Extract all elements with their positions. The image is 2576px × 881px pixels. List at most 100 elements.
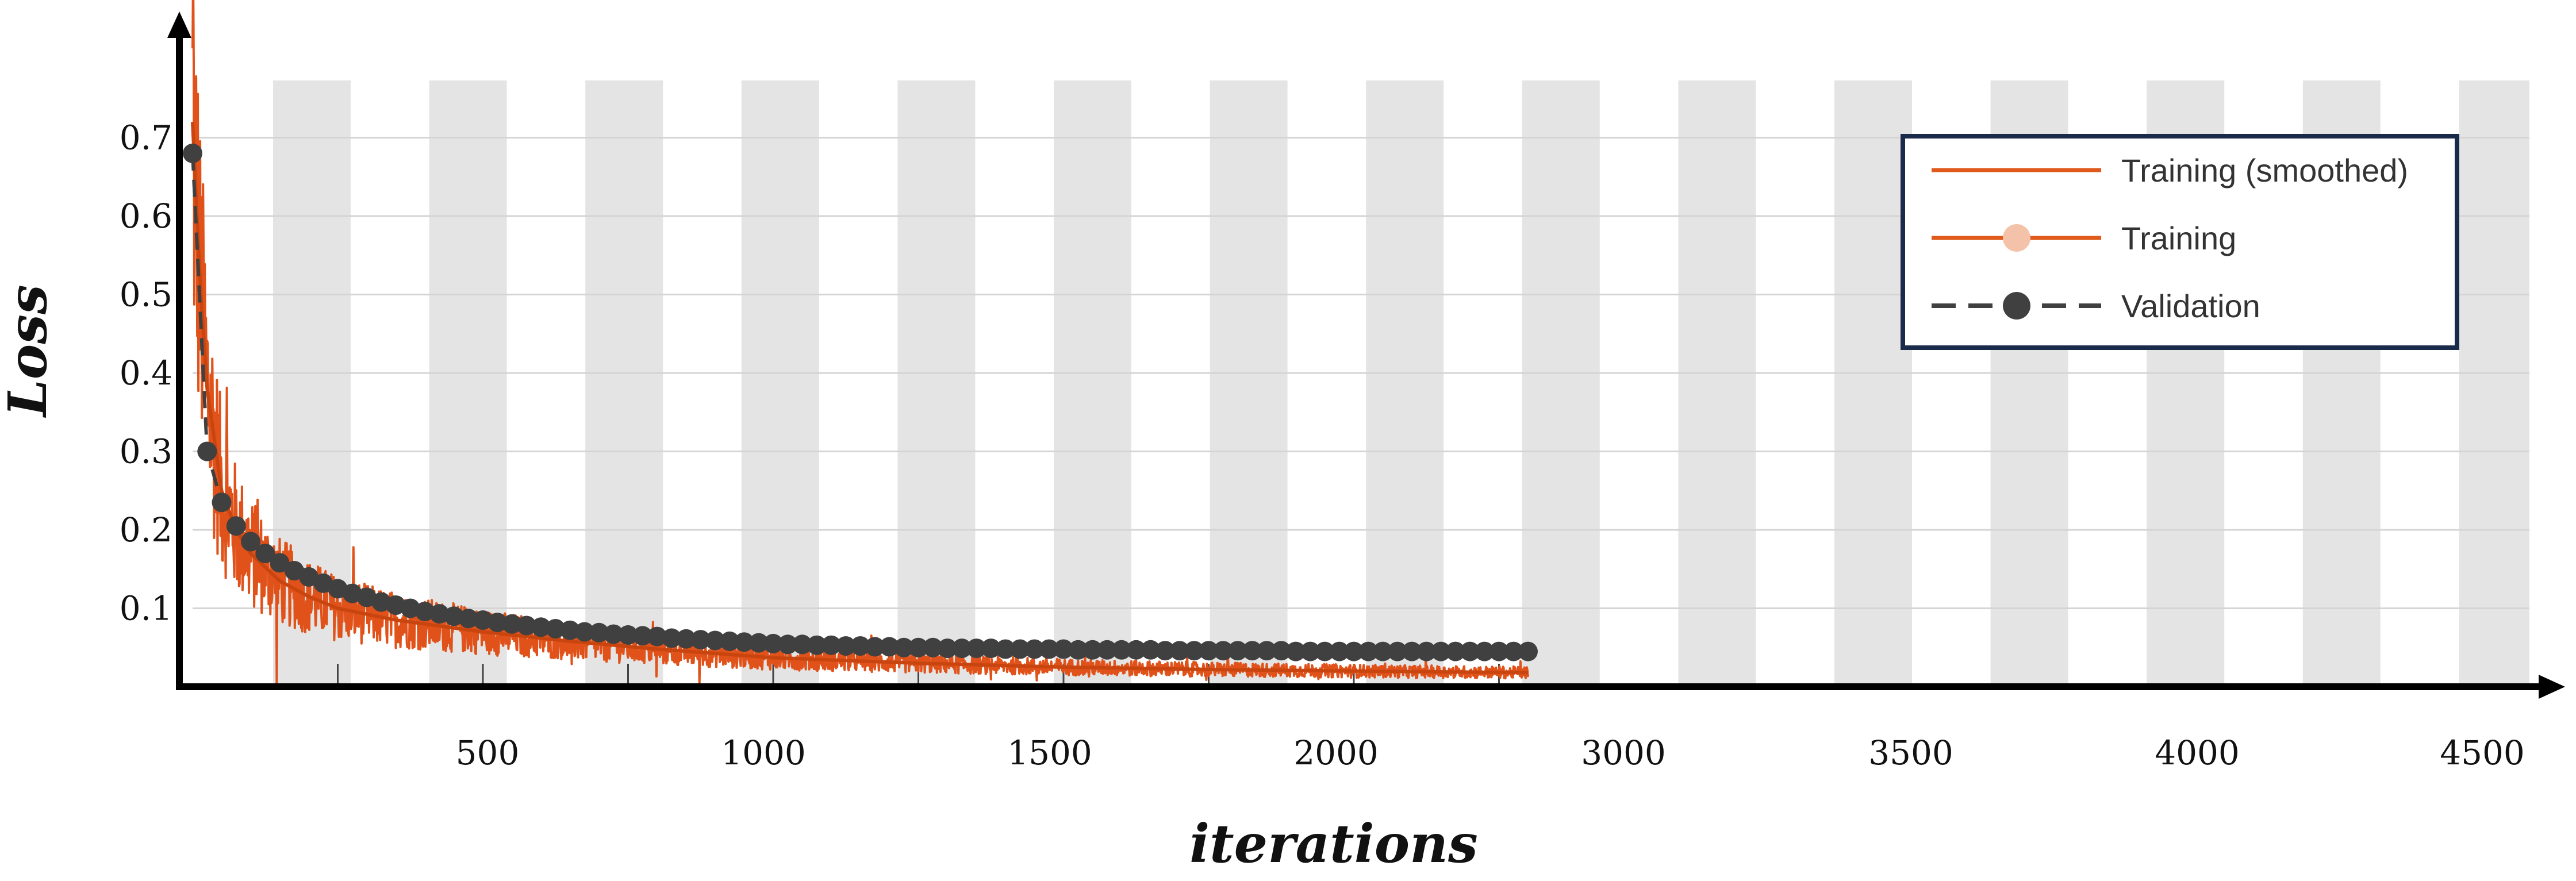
validation-point [1431, 641, 1451, 661]
validation-point [183, 143, 202, 163]
validation-point [458, 609, 478, 629]
x-axis-arrowhead [2539, 675, 2565, 699]
x-tick-label: 2000 [1293, 733, 1379, 772]
y-tick-label: 0.3 [120, 432, 172, 471]
validation-point [1373, 641, 1393, 661]
validation-point [1489, 641, 1509, 661]
validation-point [966, 638, 986, 659]
y-tick-labels: 0.1 0.2 0.3 0.4 0.5 0.6 0.7 [120, 118, 172, 628]
y-tick-label: 0.7 [120, 118, 172, 157]
validation-point [241, 532, 260, 552]
x-tick-label: 1000 [721, 733, 806, 772]
y-tick-label: 0.6 [120, 197, 172, 236]
validation-point [923, 637, 943, 657]
validation-point [560, 620, 580, 640]
validation-point [850, 636, 870, 656]
y-tick-label: 0.4 [120, 353, 172, 393]
validation-point [1460, 641, 1480, 661]
validation-point [1213, 641, 1233, 661]
validation-point [1387, 641, 1407, 661]
background-band [1678, 80, 1756, 687]
y-tick-label: 0.2 [120, 510, 172, 549]
x-tick-label: 3500 [1868, 733, 1953, 772]
background-band [1210, 80, 1288, 687]
validation-point [226, 516, 246, 536]
validation-point [1445, 641, 1465, 661]
x-tick-label: 4500 [2440, 733, 2525, 772]
x-tick-label: 3000 [1581, 733, 1666, 772]
validation-point [676, 629, 696, 649]
validation-point [516, 615, 536, 636]
validation-point [1315, 641, 1335, 661]
validation-point [1082, 640, 1103, 660]
x-tick-labels: 500 1000 1500 2000 3000 3500 4000 4500 [456, 733, 2525, 772]
validation-point [894, 637, 914, 657]
x-tick-label: 1500 [1007, 733, 1092, 772]
validation-point [1329, 641, 1349, 661]
training-smoothed-line [191, 122, 1528, 675]
legend: Training (smoothed) Training Validation [1901, 134, 2459, 350]
validation-point [1126, 640, 1146, 660]
validation-point [1068, 640, 1088, 660]
legend-label-training: Training [2121, 220, 2236, 256]
validation-point [1097, 640, 1117, 660]
validation-series [183, 143, 1538, 661]
validation-point [880, 637, 899, 657]
validation-point [647, 626, 667, 647]
validation-point [1271, 641, 1291, 661]
validation-point [531, 617, 551, 637]
validation-point [1010, 639, 1030, 659]
validation-point [1054, 639, 1073, 659]
validation-point [604, 624, 624, 644]
validation-point [908, 637, 928, 657]
validation-point [618, 625, 638, 645]
validation-point [792, 634, 812, 655]
validation-point [1184, 641, 1204, 661]
background-band [897, 80, 976, 687]
x-tick-label: 500 [456, 733, 520, 772]
validation-point [1286, 641, 1306, 661]
validation-point [487, 613, 508, 633]
validation-point [1257, 641, 1277, 661]
validation-point [938, 638, 957, 659]
validation-point [546, 619, 566, 638]
validation-point [1416, 641, 1437, 661]
validation-point [197, 441, 217, 461]
validation-point [996, 639, 1015, 659]
validation-point [574, 622, 594, 642]
validation-point [1155, 641, 1175, 661]
validation-point [1518, 641, 1538, 661]
y-axis-title: Loss [0, 284, 59, 418]
y-axis-arrowhead [167, 11, 191, 38]
validation-point [836, 636, 856, 656]
validation-point [1170, 641, 1189, 661]
validation-point [1402, 641, 1422, 661]
validation-point [429, 604, 450, 624]
training-smoothed-series [191, 122, 1528, 675]
validation-point [1358, 641, 1379, 661]
validation-point [763, 633, 783, 653]
legend-label-validation: Validation [2121, 288, 2260, 324]
validation-point [502, 614, 522, 634]
validation-point [807, 635, 827, 655]
validation-point [778, 634, 798, 655]
validation-point [444, 606, 464, 626]
validation-point [952, 638, 972, 659]
validation-point [1228, 641, 1247, 661]
background-band [1366, 80, 1444, 687]
validation-point [705, 630, 725, 651]
validation-point [981, 638, 1001, 659]
validation-point [270, 553, 290, 573]
background-band [429, 80, 507, 687]
validation-point [1039, 639, 1059, 659]
validation-point [386, 595, 406, 615]
validation-point [255, 544, 275, 563]
validation-point [1300, 641, 1320, 661]
legend-label-training-smoothed: Training (smoothed) [2121, 152, 2408, 188]
validation-point [1344, 641, 1364, 661]
validation-point [662, 628, 682, 648]
validation-point [1024, 639, 1045, 659]
background-band [2459, 80, 2529, 687]
validation-point [1141, 640, 1161, 660]
